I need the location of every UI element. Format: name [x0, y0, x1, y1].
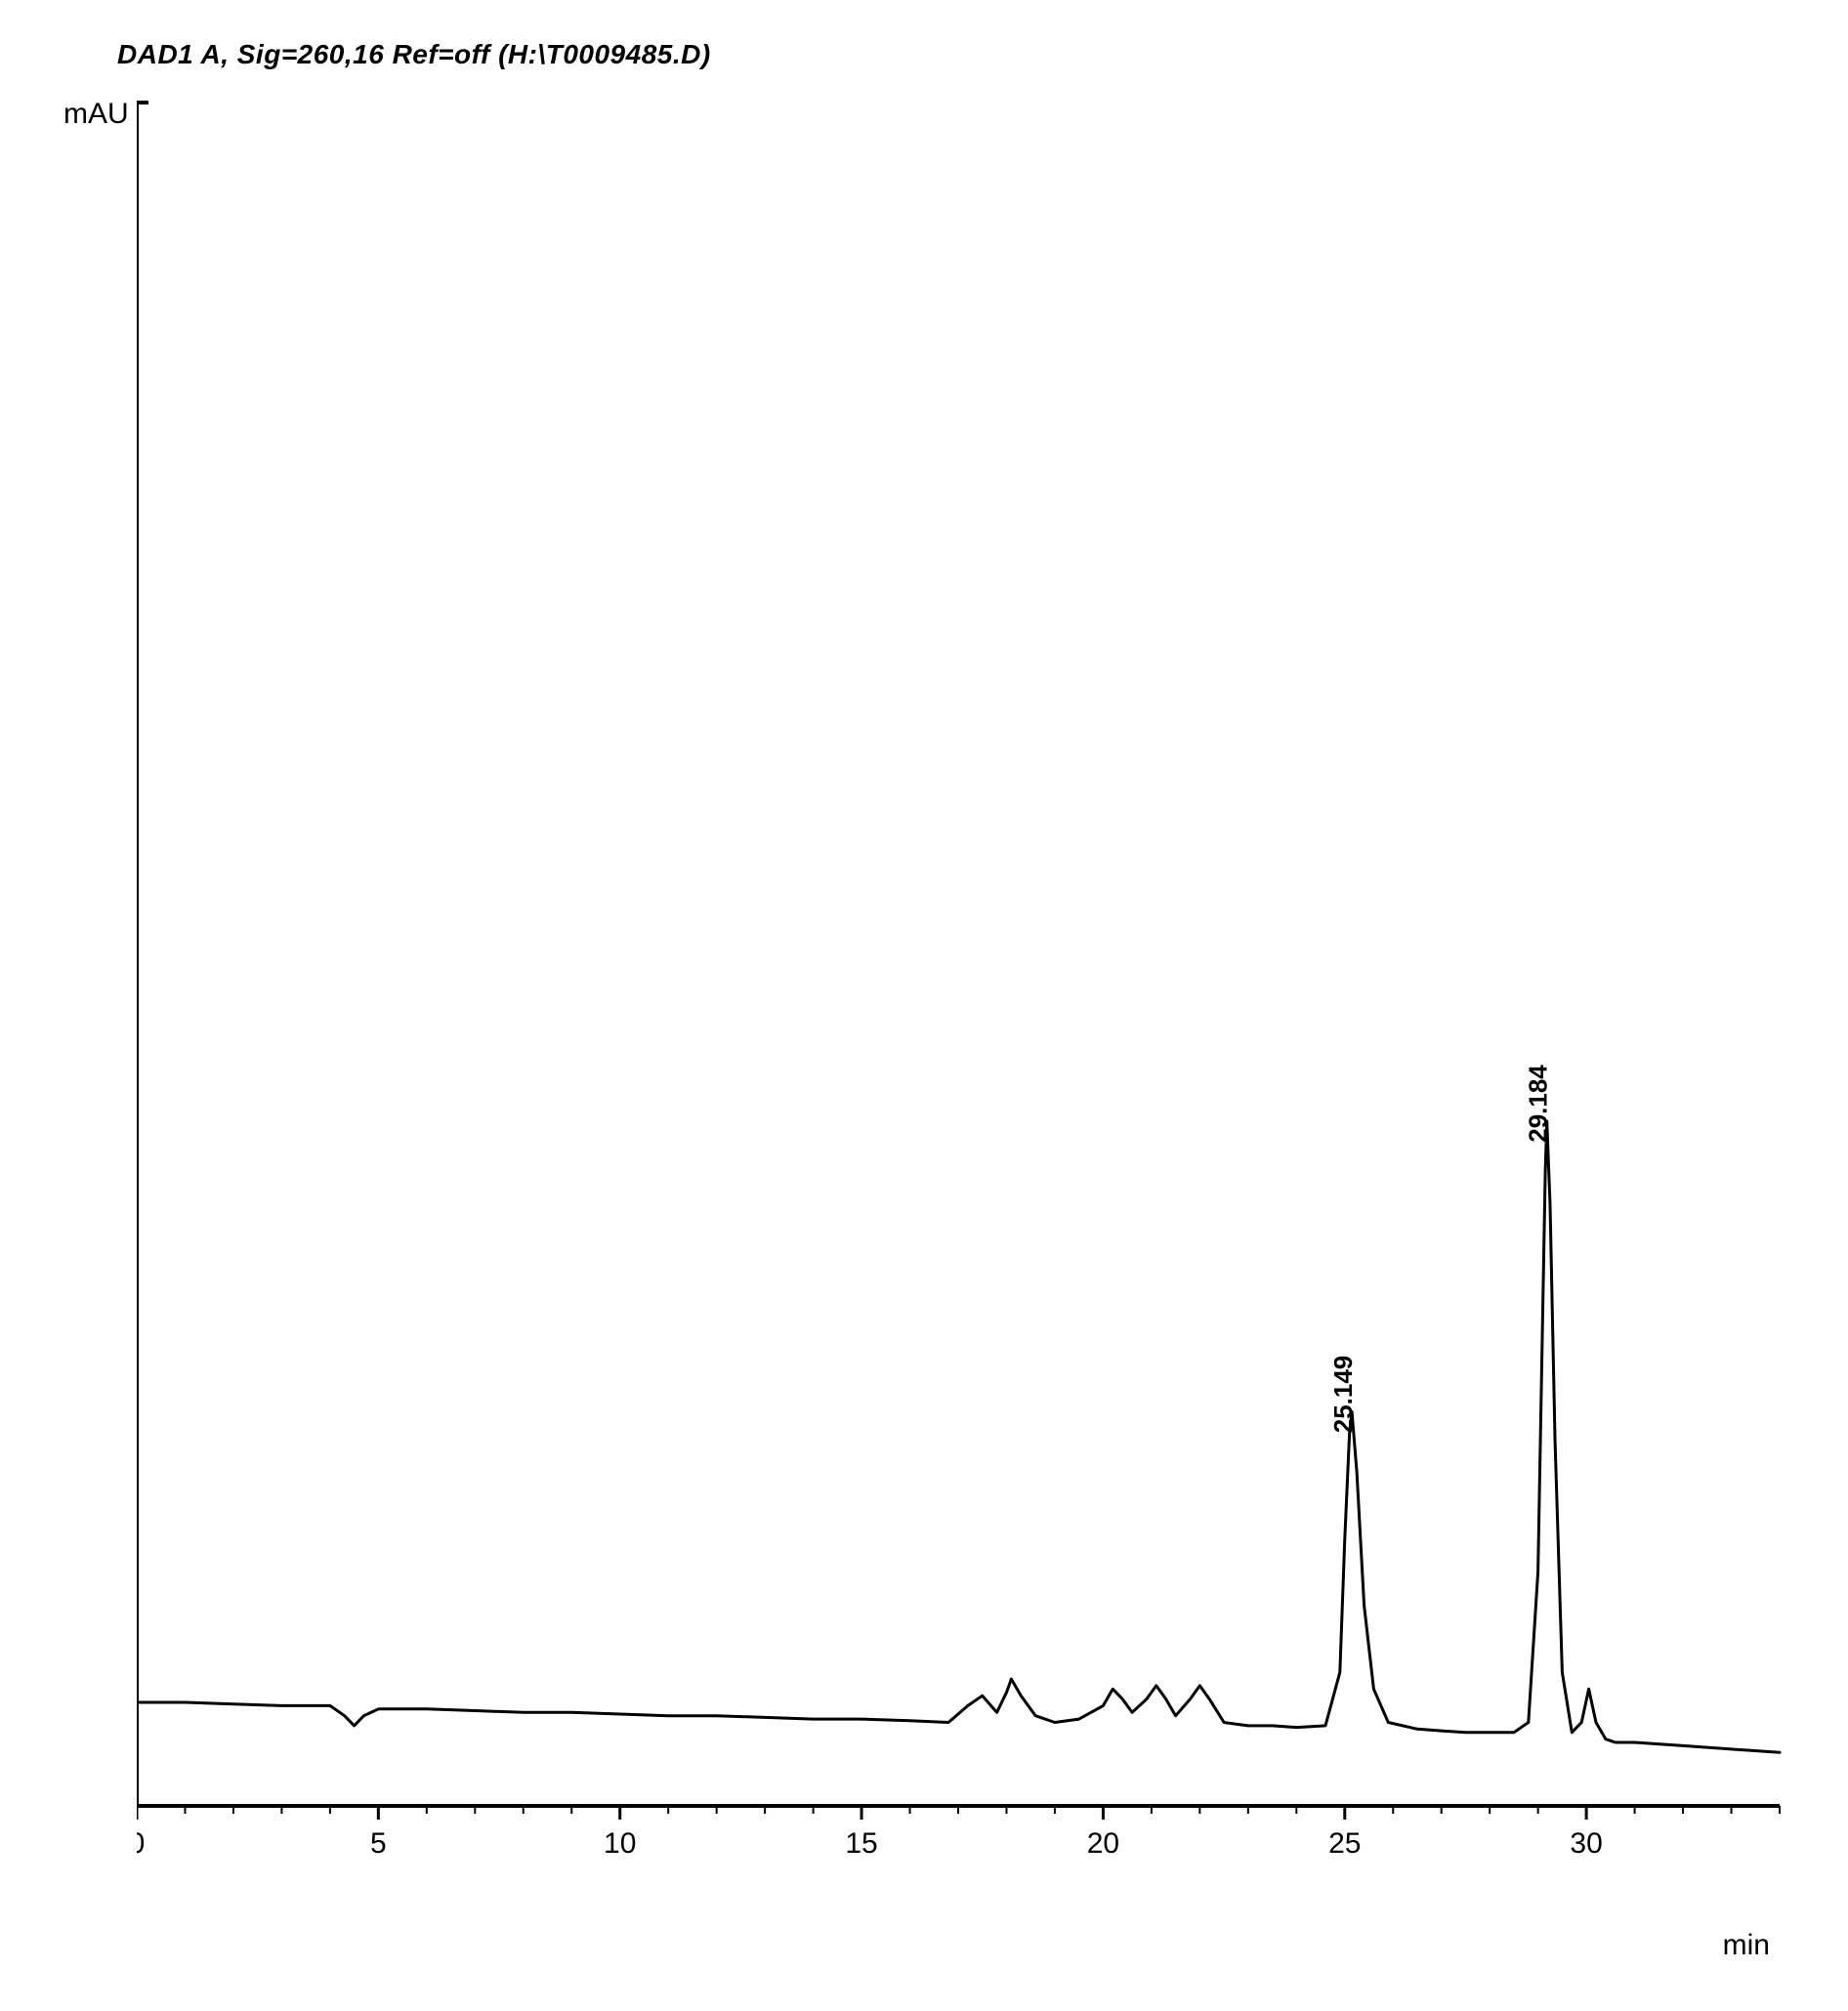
x-tick-label: 25	[1328, 1827, 1361, 1860]
peak-label: 25.149	[1328, 1356, 1358, 1434]
x-tick-label: 15	[845, 1827, 877, 1860]
chromatogram-chart: DAD1 A, Sig=260,16 Ref=off (H:\T0009485.…	[39, 39, 1809, 1972]
chart-svg: 010020030040005101520253025.14929.184	[137, 93, 1789, 1864]
x-axis-label: min	[1723, 1929, 1770, 1962]
chromatogram-trace	[137, 1121, 1780, 1752]
y-axis-label: mAU	[63, 98, 129, 131]
x-tick-label: 5	[370, 1827, 387, 1860]
x-tick-label: 10	[604, 1827, 636, 1860]
x-tick-label: 30	[1570, 1827, 1602, 1860]
chart-title: DAD1 A, Sig=260,16 Ref=off (H:\T0009485.…	[117, 39, 711, 70]
peak-label: 29.184	[1524, 1065, 1553, 1143]
x-tick-label: 20	[1087, 1827, 1119, 1860]
x-tick-label: 0	[137, 1827, 145, 1860]
plot-area: 010020030040005101520253025.14929.184	[137, 93, 1789, 1864]
